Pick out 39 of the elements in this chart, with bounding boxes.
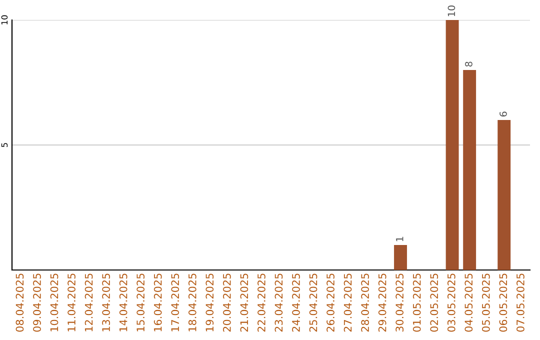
x-tick-label: 26.04.2025 <box>326 274 334 332</box>
x-tick-label: 16.04.2025 <box>154 274 162 332</box>
data-label: 10 <box>448 5 456 16</box>
x-tick-label: 13.04.2025 <box>102 274 110 332</box>
bar <box>394 245 407 270</box>
x-tick-label: 12.04.2025 <box>84 274 93 332</box>
x-tick-label: 21.04.2025 <box>240 274 248 332</box>
x-tick-label: 08.04.2025 <box>16 274 24 332</box>
x-tick-label: 27.04.2025 <box>344 274 352 332</box>
data-label: 6 <box>500 112 507 117</box>
bar <box>498 120 511 270</box>
bar <box>463 70 476 270</box>
x-tick-label: 20.04.2025 <box>222 274 231 332</box>
x-tick-label: 10.04.2025 <box>50 274 58 332</box>
x-tick-label: 19.04.2025 <box>206 274 214 332</box>
x-tick-label: 22.04.2025 <box>258 274 266 332</box>
x-tick-label: 07.05.2025 <box>516 274 524 332</box>
x-tick-label: 09.04.2025 <box>33 274 41 332</box>
data-label: 8 <box>465 62 472 67</box>
x-tick-label: 01.05.2025 <box>412 274 421 332</box>
x-tick-label: 25.04.2025 <box>309 274 318 332</box>
x-tick-label: 14.04.2025 <box>119 274 128 332</box>
x-tick-label: 30.04.2025 <box>396 274 404 332</box>
x-tick-label: 23.04.2025 <box>274 274 283 332</box>
y-tick-label: 5 <box>1 143 8 148</box>
x-tick-label: 29.04.2025 <box>378 274 386 332</box>
x-tick-label: 04.05.2025 <box>464 274 473 332</box>
bar <box>446 20 459 270</box>
x-tick-label: 24.04.2025 <box>292 274 300 332</box>
x-tick-label: 05.05.2025 <box>482 274 490 332</box>
x-tick-label: 28.04.2025 <box>361 274 369 332</box>
x-tick-label: 03.05.2025 <box>447 274 456 332</box>
x-tick-label: 11.04.2025 <box>68 274 76 332</box>
x-tick-label: 18.04.2025 <box>188 274 196 332</box>
x-tick-label: 17.04.2025 <box>171 274 180 332</box>
data-label: 1 <box>396 236 404 242</box>
x-tick-label: 02.05.2025 <box>430 274 438 332</box>
x-tick-label: 15.04.2025 <box>136 274 145 332</box>
x-tick-label: 06.05.2025 <box>499 274 508 332</box>
